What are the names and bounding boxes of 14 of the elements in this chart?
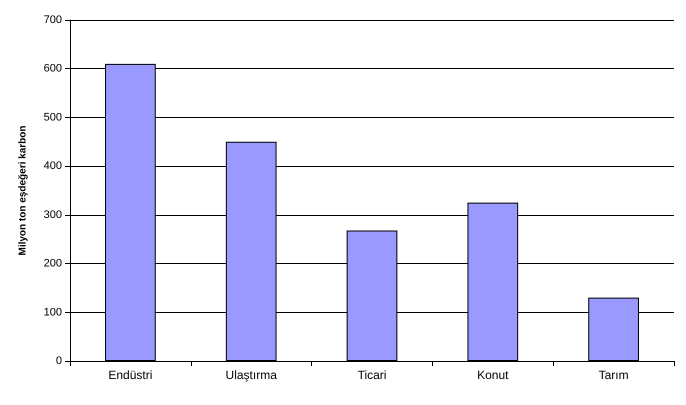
y-tick-label: 300 — [44, 208, 62, 221]
x-tick-label: Tarım — [598, 368, 629, 382]
y-tick-label: 600 — [44, 62, 62, 75]
x-tick-label: Endüstri — [108, 368, 152, 382]
y-tick-label: 500 — [44, 111, 62, 124]
x-tick-label: Konut — [477, 368, 510, 382]
y-tick-label: 100 — [44, 306, 62, 318]
x-tick-label: Ticari — [358, 368, 386, 382]
x-tick-label: Ulaştırma — [226, 368, 278, 382]
y-tick-label: 400 — [44, 160, 62, 172]
y-tick-label: 700 — [44, 14, 62, 26]
y-axis-title: Milyon ton eşdeğeri karbon — [18, 125, 28, 256]
y-tick-label: 200 — [44, 258, 62, 270]
y-tick-label: 0 — [56, 355, 62, 367]
